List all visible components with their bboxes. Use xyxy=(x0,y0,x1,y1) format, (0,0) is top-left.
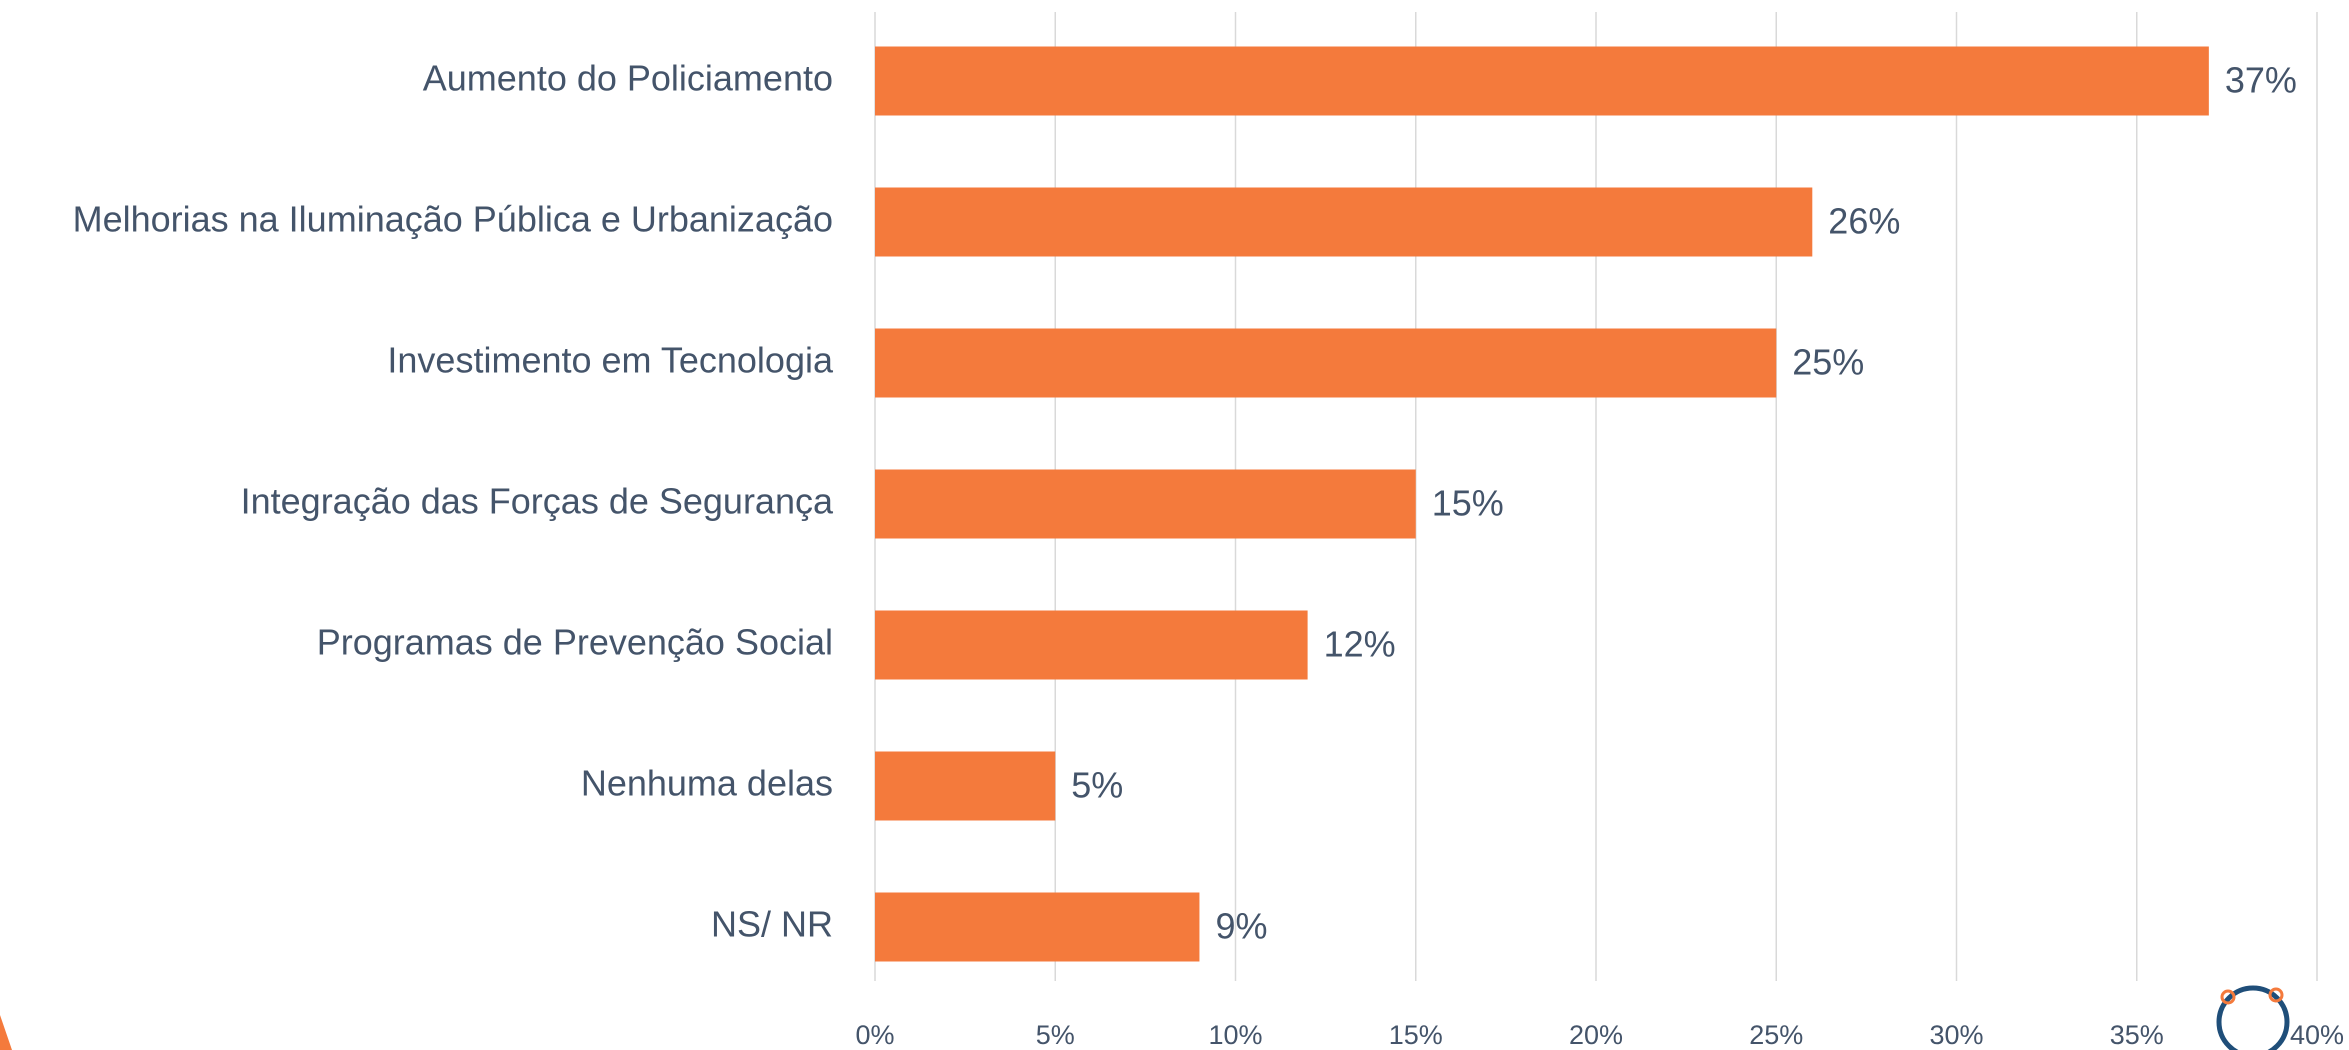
bar xyxy=(875,610,1308,680)
y-tick-label: NS/ NR xyxy=(711,904,833,945)
bar xyxy=(875,328,1777,398)
data-label: 9% xyxy=(1215,906,1267,947)
x-tick-label: 20% xyxy=(1569,1020,1623,1050)
y-tick-label: Aumento do Policiamento xyxy=(423,58,833,99)
data-label: 26% xyxy=(1828,201,1900,242)
data-label: 5% xyxy=(1071,765,1123,806)
y-tick-label: Programas de Prevenção Social xyxy=(317,622,833,663)
x-tick-label: 15% xyxy=(1389,1020,1443,1050)
x-tick-label: 25% xyxy=(1749,1020,1803,1050)
bar xyxy=(875,187,1813,257)
bar xyxy=(875,46,2209,116)
data-label: 12% xyxy=(1324,624,1396,665)
y-tick-label: Nenhuma delas xyxy=(581,763,833,804)
bar xyxy=(875,469,1416,539)
corner-decoration xyxy=(0,1015,12,1050)
data-label: 37% xyxy=(2225,60,2297,101)
x-tick-label: 0% xyxy=(855,1020,894,1050)
bar xyxy=(875,751,1056,821)
x-tick-label: 5% xyxy=(1036,1020,1075,1050)
x-tick-label: 30% xyxy=(1929,1020,1983,1050)
x-tick-label: 40% xyxy=(2290,1020,2344,1050)
bar xyxy=(875,892,1200,962)
data-label: 25% xyxy=(1792,342,1864,383)
x-tick-label: 10% xyxy=(1208,1020,1262,1050)
data-label: 15% xyxy=(1432,483,1504,524)
y-tick-label: Investimento em Tecnologia xyxy=(387,340,834,381)
y-tick-label: Melhorias na Iluminação Pública e Urbani… xyxy=(73,199,833,240)
x-tick-label: 35% xyxy=(2110,1020,2164,1050)
logo xyxy=(2216,985,2290,1050)
y-tick-label: Integração das Forças de Segurança xyxy=(241,481,834,522)
